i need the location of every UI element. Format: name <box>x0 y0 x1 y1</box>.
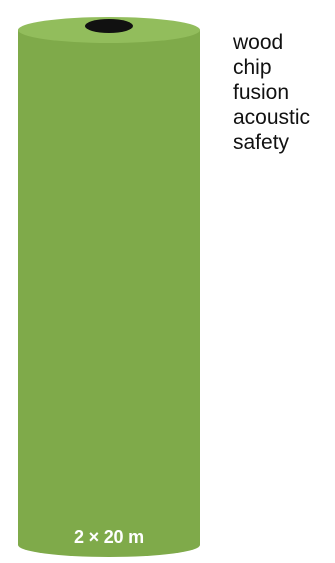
feature-item: chip <box>233 56 272 79</box>
feature-item: acoustic <box>233 106 311 129</box>
feature-list: wood chip fusion acoustic safety <box>233 30 310 155</box>
roll-size-label: 2 × 20 m <box>74 527 144 547</box>
feature-item: fusion <box>233 81 290 104</box>
roll-core-icon <box>85 19 133 33</box>
feature-item: wood <box>233 31 284 54</box>
roll-body <box>18 30 200 557</box>
feature-item: safety <box>233 131 290 154</box>
